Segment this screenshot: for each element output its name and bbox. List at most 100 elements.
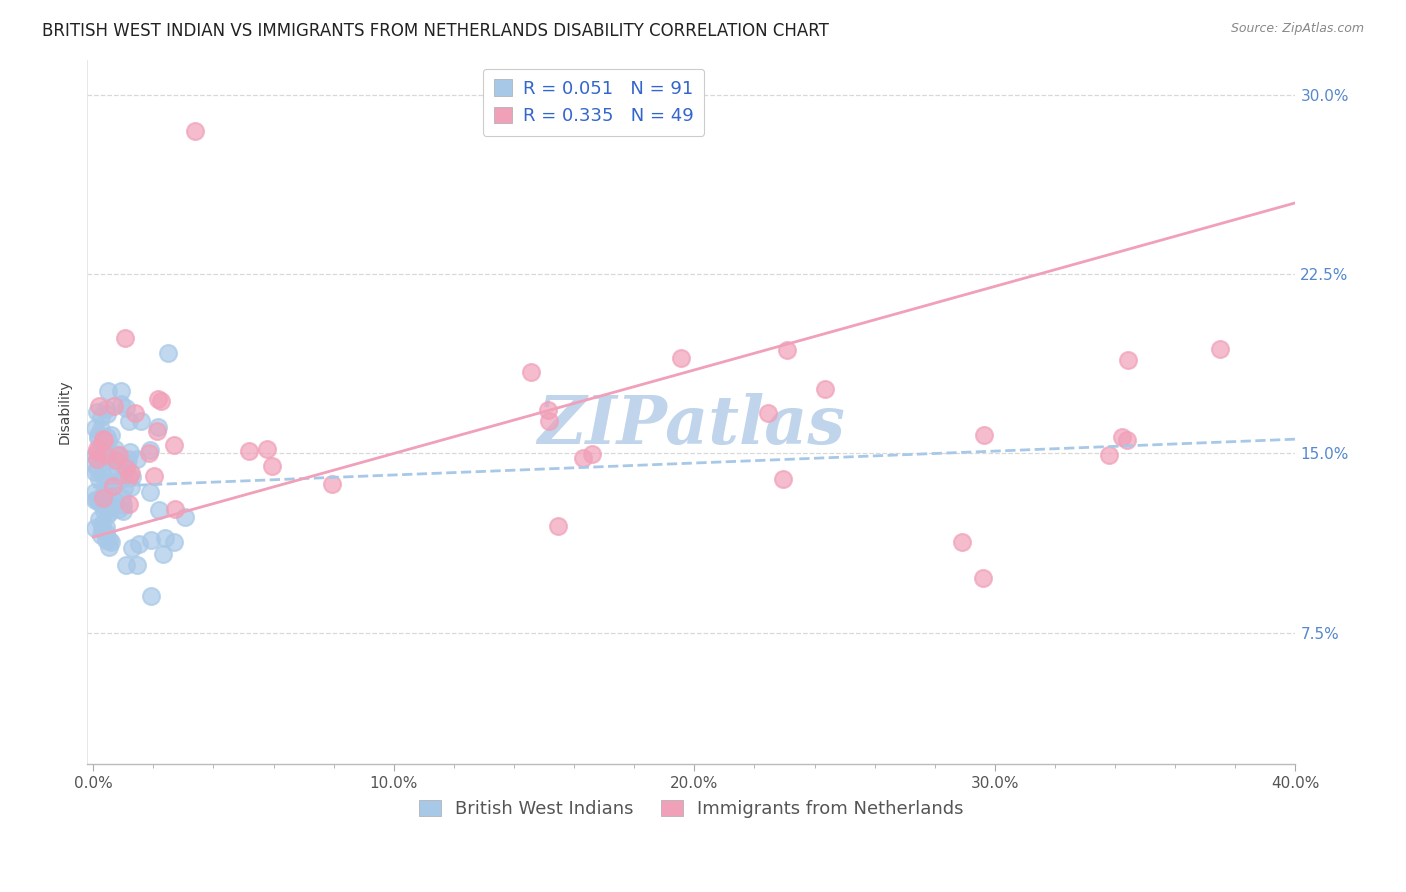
Point — [110, 397, 132, 411]
Point — [537, 403, 560, 417]
Point — [118, 445, 141, 459]
Point — [89, 496, 111, 510]
Point — [98, 533, 121, 547]
Point — [128, 537, 150, 551]
Point — [547, 518, 569, 533]
Y-axis label: Disability: Disability — [58, 379, 72, 444]
Text: Source: ZipAtlas.com: Source: ZipAtlas.com — [1230, 22, 1364, 36]
Point — [100, 453, 122, 467]
Legend: British West Indians, Immigrants from Netherlands: British West Indians, Immigrants from Ne… — [412, 792, 970, 825]
Point — [86, 428, 108, 442]
Point — [93, 491, 115, 505]
Point — [100, 535, 122, 549]
Point — [97, 505, 120, 519]
Point — [93, 439, 115, 453]
Point — [97, 507, 120, 521]
Point — [96, 407, 118, 421]
Point — [581, 446, 603, 460]
Point — [108, 448, 131, 462]
Point — [83, 457, 105, 471]
Point — [572, 450, 595, 465]
Point — [83, 421, 105, 435]
Point — [669, 351, 692, 365]
Point — [1098, 448, 1121, 462]
Point — [93, 437, 115, 451]
Point — [91, 432, 114, 446]
Point — [91, 436, 114, 450]
Point — [87, 399, 110, 413]
Point — [174, 510, 197, 524]
Point — [139, 590, 162, 604]
Point — [104, 494, 127, 508]
Point — [112, 464, 135, 478]
Text: ZIPatlas: ZIPatlas — [537, 393, 845, 458]
Point — [86, 493, 108, 508]
Point — [94, 520, 117, 534]
Point — [114, 401, 136, 416]
Point — [87, 472, 110, 486]
Point — [100, 452, 122, 467]
Point — [114, 558, 136, 572]
Point — [149, 393, 172, 408]
Point — [86, 442, 108, 457]
Point — [110, 384, 132, 398]
Point — [104, 442, 127, 456]
Point — [111, 491, 134, 505]
Point — [104, 453, 127, 467]
Point — [163, 535, 186, 549]
Point — [93, 488, 115, 502]
Point — [86, 452, 108, 467]
Point — [156, 345, 179, 359]
Point — [1209, 343, 1232, 357]
Point — [96, 486, 118, 500]
Point — [118, 470, 141, 484]
Point — [120, 466, 142, 480]
Point — [105, 449, 128, 463]
Point — [91, 468, 114, 483]
Point — [321, 476, 343, 491]
Point — [97, 434, 120, 448]
Point — [776, 343, 799, 358]
Point — [115, 457, 138, 471]
Point — [143, 468, 166, 483]
Point — [91, 516, 114, 531]
Point — [1118, 352, 1140, 367]
Point — [97, 541, 120, 555]
Point — [145, 424, 167, 438]
Point — [98, 500, 121, 515]
Point — [138, 446, 160, 460]
Point — [125, 452, 148, 467]
Point — [94, 448, 117, 462]
Point — [87, 512, 110, 526]
Point — [86, 445, 108, 459]
Point — [103, 399, 125, 413]
Point — [121, 470, 143, 484]
Point — [139, 533, 162, 548]
Point — [148, 503, 170, 517]
Point — [86, 462, 108, 476]
Point — [973, 427, 995, 442]
Point — [83, 521, 105, 535]
Point — [114, 331, 136, 345]
Point — [120, 479, 142, 493]
Point — [97, 500, 120, 514]
Point — [89, 491, 111, 506]
Point — [103, 465, 125, 479]
Point — [184, 124, 207, 138]
Point — [115, 461, 138, 475]
Point — [93, 504, 115, 518]
Point — [91, 449, 114, 463]
Point — [105, 461, 128, 475]
Point — [124, 406, 146, 420]
Point — [98, 501, 121, 516]
Point — [97, 475, 120, 489]
Point — [86, 405, 108, 419]
Point — [111, 504, 134, 518]
Point — [87, 431, 110, 445]
Point — [260, 459, 283, 474]
Point — [93, 483, 115, 498]
Text: BRITISH WEST INDIAN VS IMMIGRANTS FROM NETHERLANDS DISABILITY CORRELATION CHART: BRITISH WEST INDIAN VS IMMIGRANTS FROM N… — [42, 22, 830, 40]
Point — [814, 382, 837, 396]
Point — [98, 500, 121, 514]
Point — [139, 442, 162, 457]
